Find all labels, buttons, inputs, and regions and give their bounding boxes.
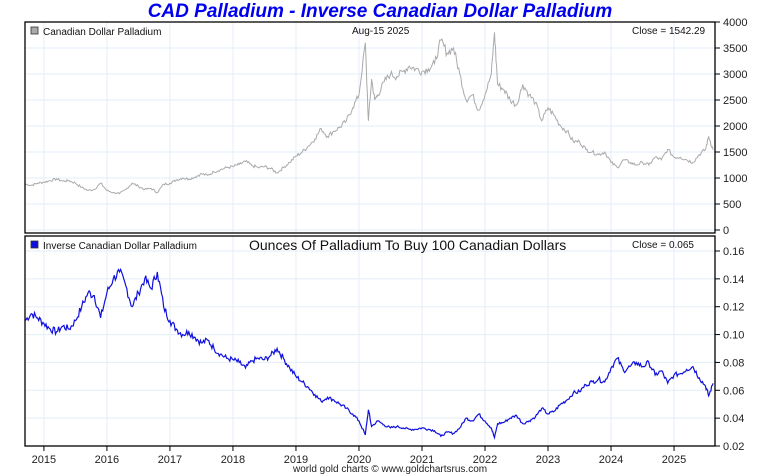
bottom-panel-title: Ounces Of Palladium To Buy 100 Canadian … [249,237,566,253]
top-close-label: Close = 1542.29 [632,26,706,37]
bottom-legend-swatch [30,240,39,249]
x-tick-label: 2018 [221,454,245,466]
top-y-tick-label: 1500 [723,147,747,159]
x-axis-ticks: 2015 2016 2017 2018 2019 2020 2021 2022 2023 2024… [32,446,686,466]
footer-credit: world gold charts © www.goldchartsrus.co… [292,464,487,475]
top-series-line [24,32,714,195]
top-y-tick-label: 3000 [723,69,747,81]
bottom-y-tick-label: 0.02 [723,441,744,453]
bottom-close-label: Close = 0.065 [632,240,694,251]
top-y-tick-label: 2000 [723,121,747,133]
x-tick-label: 2023 [536,454,560,466]
top-y-tick-label: 0 [723,225,729,237]
bottom-y-tick-label: 0.12 [723,302,744,314]
x-tick-label: 2024 [599,454,623,466]
bottom-y-tick-label: 0.16 [723,246,744,258]
bottom-series-line [24,267,714,440]
top-y-tick-label: 2500 [723,95,747,107]
bottom-y-axis-ticks: 0.02 0.04 0.06 0.08 0.10 0.12 0.14 0.16 [715,246,744,453]
top-legend-label: Canadian Dollar Palladium [43,27,161,38]
bottom-y-tick-label: 0.10 [723,330,744,342]
bottom-panel-frame [24,235,716,447]
chart-title: CAD Palladium - Inverse Canadian Dollar … [147,1,613,22]
bottom-y-tick-label: 0.06 [723,385,744,397]
bottom-y-tick-label: 0.04 [723,413,744,425]
bottom-y-tick-label: 0.08 [723,357,744,369]
bottom-legend-label: Inverse Canadian Dollar Palladium [43,241,197,252]
top-y-axis-ticks: 0 500 1000 1500 2000 2500 3000 3500 4000 [715,17,747,237]
x-tick-label: 2025 [662,454,686,466]
x-tick-label: 2019 [284,454,308,466]
panel-frames [24,21,716,447]
top-panel-grid [25,21,715,233]
top-date-label: Aug-15 2025 [352,26,410,37]
bottom-y-tick-label: 0.14 [723,274,744,286]
top-y-tick-label: 1000 [723,173,747,185]
top-y-tick-label: 500 [723,199,741,211]
x-tick-label: 2015 [32,454,56,466]
x-tick-label: 2017 [158,454,182,466]
top-legend-swatch [30,26,39,35]
top-y-tick-label: 3500 [723,43,747,55]
x-tick-label: 2022 [473,454,497,466]
x-tick-label: 2020 [347,454,371,466]
x-tick-label: 2021 [410,454,434,466]
top-y-tick-label: 4000 [723,17,747,29]
x-tick-label: 2016 [95,454,119,466]
top-panel-frame [24,21,716,234]
